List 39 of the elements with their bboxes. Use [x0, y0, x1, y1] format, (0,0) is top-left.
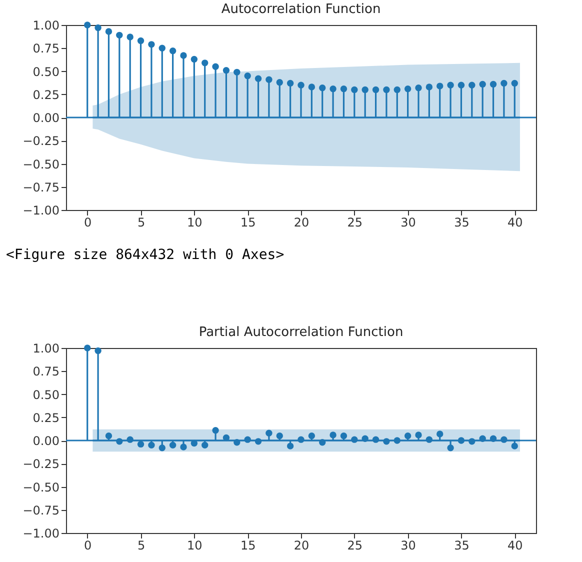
y-tick-label: −0.75 — [22, 503, 60, 518]
y-tick-label: 0.75 — [32, 42, 60, 56]
y-tick-label: −0.50 — [22, 480, 60, 494]
x-tick-label: 35 — [454, 538, 470, 552]
x-tick-label: 5 — [137, 216, 146, 230]
y-tick-label: 0.75 — [32, 364, 60, 379]
x-tick-label: 25 — [347, 538, 363, 552]
y-tick-label: 1.00 — [32, 18, 60, 32]
y-tick-label: 0.00 — [32, 111, 60, 125]
y-tick-label: 0.50 — [32, 388, 60, 402]
y-tick-label: −0.25 — [22, 457, 60, 472]
x-tick-label: 20 — [294, 538, 310, 552]
x-tick-label: 15 — [240, 538, 256, 552]
y-tick-label: 0.25 — [32, 410, 60, 425]
chart-title: Autocorrelation Function — [221, 2, 381, 17]
y-tick-label: −0.75 — [22, 180, 60, 194]
x-tick-label: 15 — [240, 216, 256, 230]
chart-title: Partial Autocorrelation Function — [198, 325, 404, 340]
x-tick-label: 20 — [294, 216, 310, 230]
x-tick-label: 40 — [507, 216, 523, 230]
x-tick-label: 35 — [454, 216, 470, 230]
y-tick-label: 1.00 — [32, 342, 60, 356]
x-tick-label: 30 — [400, 216, 416, 230]
y-tick-label: 0.50 — [32, 64, 60, 79]
y-tick-label: −0.25 — [22, 134, 60, 148]
x-tick-label: 10 — [187, 216, 202, 230]
x-tick-label: 0 — [84, 216, 92, 230]
x-tick-label: 25 — [347, 216, 363, 230]
x-tick-label: 40 — [507, 538, 523, 552]
y-tick-label: −1.00 — [22, 526, 60, 540]
y-tick-label: 0.25 — [32, 88, 60, 102]
x-tick-label: 10 — [187, 538, 202, 552]
text: <Figure size 864x432 with 0 Axes> — [6, 247, 284, 263]
y-tick-label: 0.00 — [32, 434, 60, 448]
x-tick-label: 5 — [137, 538, 146, 552]
y-tick-label: −1.00 — [22, 204, 60, 218]
x-tick-label: 0 — [84, 538, 92, 552]
y-tick-label: −0.50 — [22, 157, 60, 172]
x-tick-label: 30 — [400, 538, 416, 552]
